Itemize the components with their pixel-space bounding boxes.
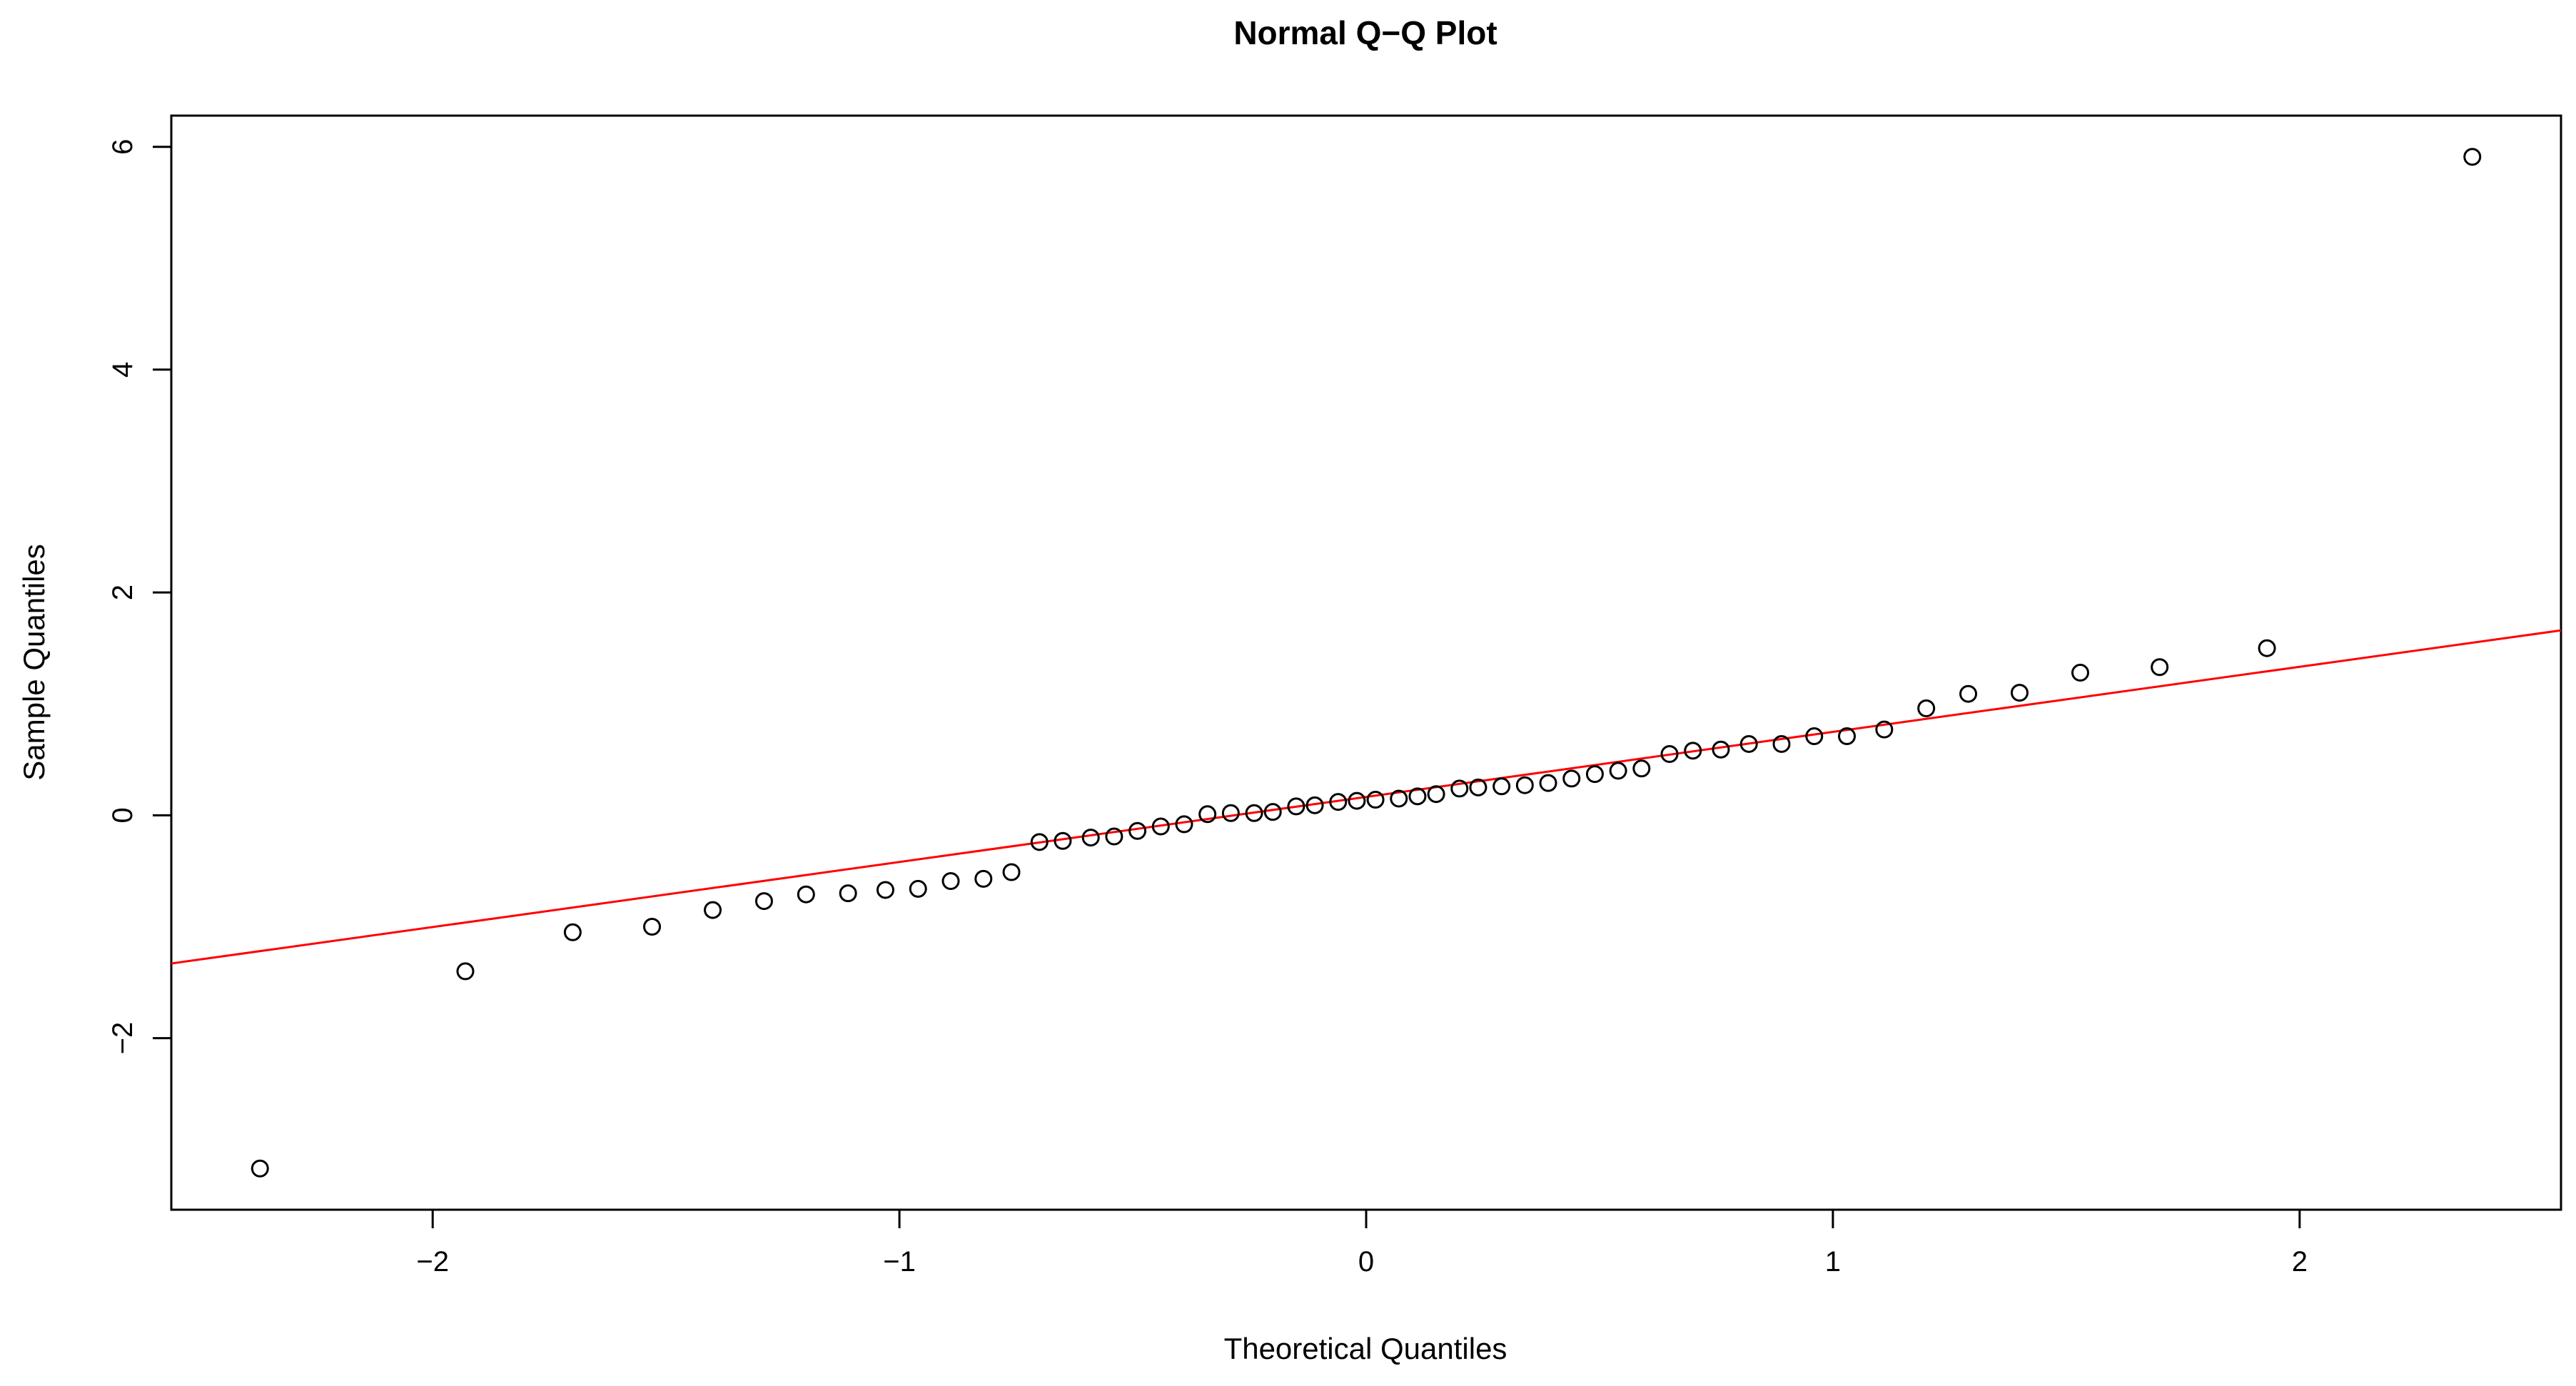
data-point xyxy=(1805,727,1824,746)
data-point xyxy=(1366,791,1385,809)
data-point xyxy=(2151,658,2169,677)
data-point xyxy=(1054,831,1072,850)
data-point xyxy=(1002,863,1021,881)
data-point xyxy=(1684,742,1702,760)
x-axis-label: Theoretical Quantiles xyxy=(1224,1332,1507,1365)
data-point xyxy=(1287,797,1305,816)
data-point xyxy=(876,881,894,899)
data-point xyxy=(1632,759,1651,778)
data-point xyxy=(1105,827,1123,846)
data-point xyxy=(1030,833,1049,851)
data-point xyxy=(1609,762,1627,780)
data-point xyxy=(1585,765,1604,784)
data-point xyxy=(1263,803,1282,821)
x-axis: −2 −1 0 1 2 xyxy=(416,1208,2308,1278)
data-point xyxy=(1221,804,1240,822)
data-point xyxy=(1408,787,1427,806)
data-point xyxy=(1660,745,1679,764)
y-tick-label: 2 xyxy=(107,585,138,600)
y-tick-label: 4 xyxy=(107,362,138,378)
x-tick-label: 2 xyxy=(2292,1246,2308,1278)
x-tick-label: 1 xyxy=(1825,1246,1841,1278)
reference-line xyxy=(171,629,2561,965)
data-point xyxy=(974,869,993,888)
data-point xyxy=(1739,734,1758,753)
data-point xyxy=(1562,769,1581,788)
data-point xyxy=(1427,785,1445,804)
data-point xyxy=(1917,699,1936,718)
data-point xyxy=(563,923,582,941)
chart-title: Normal Q−Q Plot xyxy=(1233,14,1497,51)
data-point xyxy=(1175,815,1193,834)
y-tick-label: −2 xyxy=(107,1022,138,1055)
y-tick-label: 6 xyxy=(107,139,138,155)
data-point xyxy=(1469,778,1487,796)
data-point xyxy=(1305,796,1324,814)
data-point xyxy=(1128,821,1147,840)
data-point xyxy=(1959,684,1978,703)
data-point xyxy=(1450,779,1469,798)
x-tick-label: 0 xyxy=(1358,1246,1374,1278)
y-axis-label: Sample Quantiles xyxy=(17,544,51,781)
data-point xyxy=(1712,740,1730,759)
data-point xyxy=(909,879,927,898)
y-axis: −2 0 2 4 6 xyxy=(107,139,173,1055)
data-point xyxy=(1329,793,1348,811)
data-point xyxy=(1245,804,1263,822)
data-point xyxy=(1772,734,1791,753)
data-point xyxy=(1081,829,1100,847)
data-points xyxy=(251,148,2482,1178)
data-point xyxy=(704,901,722,919)
x-tick-label: −1 xyxy=(883,1246,916,1278)
data-point xyxy=(1515,776,1534,794)
plot-frame xyxy=(170,114,2562,1211)
data-point xyxy=(1875,720,1894,739)
data-point xyxy=(2258,639,2276,657)
data-point xyxy=(839,884,857,903)
data-point xyxy=(1198,805,1217,824)
data-point xyxy=(2463,148,2482,166)
data-point xyxy=(1492,777,1511,796)
y-tick-label: 0 xyxy=(107,807,138,823)
data-point xyxy=(2010,684,2029,702)
data-point xyxy=(251,1159,269,1178)
data-point xyxy=(797,885,815,904)
data-point xyxy=(1838,727,1857,746)
data-point xyxy=(1390,789,1408,808)
reference-line-group xyxy=(171,629,2561,965)
data-point xyxy=(1539,774,1557,792)
data-point xyxy=(1348,791,1366,810)
data-point xyxy=(456,962,475,981)
x-tick-label: −2 xyxy=(416,1246,449,1278)
data-point xyxy=(941,871,960,890)
data-point xyxy=(1151,817,1170,836)
data-point xyxy=(2071,664,2089,682)
data-point xyxy=(754,892,773,911)
data-point xyxy=(643,917,662,936)
